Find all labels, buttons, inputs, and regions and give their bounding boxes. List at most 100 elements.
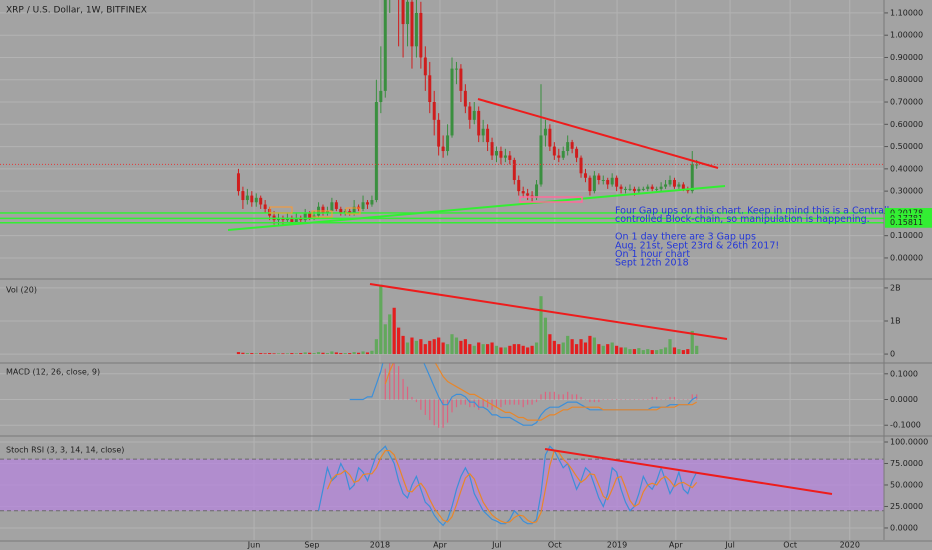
histogram-bar [660,399,662,401]
volume-bar [374,339,378,355]
histogram-bar [651,396,653,400]
histogram-bar [535,399,538,403]
candle-body [459,68,463,91]
volume-bar [419,339,423,355]
candle-body [552,146,556,156]
volume-bar [254,353,258,355]
y-tick-label: 0.60000 [890,120,923,129]
candle-body [664,184,668,187]
volume-bar [561,342,565,355]
volume-bar [308,352,312,355]
y-tick-label: 1.10000 [890,8,923,17]
trend-line [477,98,719,169]
y-tick-label: 0.00000 [890,253,923,262]
candle-body [592,175,596,192]
candle-body [352,206,356,214]
histogram-bar [611,399,613,401]
y-tick-label: 2B [890,283,901,292]
candle-body [570,142,574,149]
histogram-bar [584,399,587,401]
x-tick-label: 2020 [840,541,860,550]
candle-body [517,179,521,192]
candle-body [628,188,632,190]
histogram-bar [500,399,502,408]
histogram-bar [624,399,627,401]
candle-body [450,68,454,136]
histogram-bar [429,399,431,421]
y-tick-label: 1B [890,317,901,326]
candle-body [490,142,494,156]
volume-bar [383,324,387,355]
candle-body [401,0,405,25]
candle-body [245,195,249,201]
volume-bar [659,349,663,355]
candle-body [441,146,445,152]
volume-bar [410,337,414,355]
volume-bar [521,345,525,355]
candle-body [428,75,432,103]
candle-body [477,110,481,136]
volume-bar [606,344,610,355]
volume-bar [268,353,272,355]
volume-bar [681,350,685,355]
volume-bar [397,327,401,355]
volume-bar [490,342,494,355]
volume-bar [294,353,298,355]
histogram-bar [433,399,435,426]
volume-bar [543,317,548,355]
candle-body [446,135,450,152]
candle-body [321,206,325,214]
histogram-bar [402,378,404,400]
volume-bar [348,353,352,355]
candle-body [468,106,472,120]
volume-bar [481,344,485,355]
candle-body [330,202,334,212]
volume-bar [321,352,325,355]
candle-body [619,186,623,189]
volume-bar [392,307,396,355]
candle-body [432,102,436,120]
candle-body [610,177,614,185]
y-tick-label: 0.40000 [890,164,923,173]
trend-line [369,283,728,340]
candle-body [499,151,503,158]
volume-bar [641,350,645,355]
histogram-bar [438,399,440,428]
candle-body [294,217,298,223]
candle-body [659,186,663,189]
volume-bar [441,342,445,355]
y-tick-label: 0.0000 [890,395,918,404]
volume-bar [508,345,512,355]
candle-body [508,155,512,160]
histogram-bar [460,399,462,405]
histogram-bar [455,399,458,408]
candle-body [374,102,378,201]
candle-body [681,184,685,189]
volume-bar [534,342,539,355]
y-tick-label: 0.10000 [890,231,923,240]
y-tick-label: 1.00000 [890,31,923,40]
volume-bar [316,352,321,355]
volume-bar [259,353,263,355]
histogram-bar [616,399,618,401]
volume-bar [450,334,454,355]
candle-body [303,213,307,221]
candle-body [672,179,676,187]
candle-body [566,142,570,152]
volume-bar [668,339,672,355]
volume-bar [583,342,588,355]
volume-bar [263,353,267,355]
histogram-bar [575,394,578,400]
volume-bar [437,337,441,355]
annotation: Four Gap ups on this chart. Keep in mind… [615,206,895,217]
histogram-bar [687,399,689,401]
volume-bar [695,345,699,355]
histogram-bar [682,399,684,401]
gap-box [311,210,333,218]
volume-bar [610,342,614,355]
volume-bar [512,344,516,355]
histogram-bar [451,399,453,413]
histogram-bar [424,399,426,415]
histogram-bar [504,399,506,405]
annotation: controlled Block-chain, so manipulation … [615,214,870,225]
